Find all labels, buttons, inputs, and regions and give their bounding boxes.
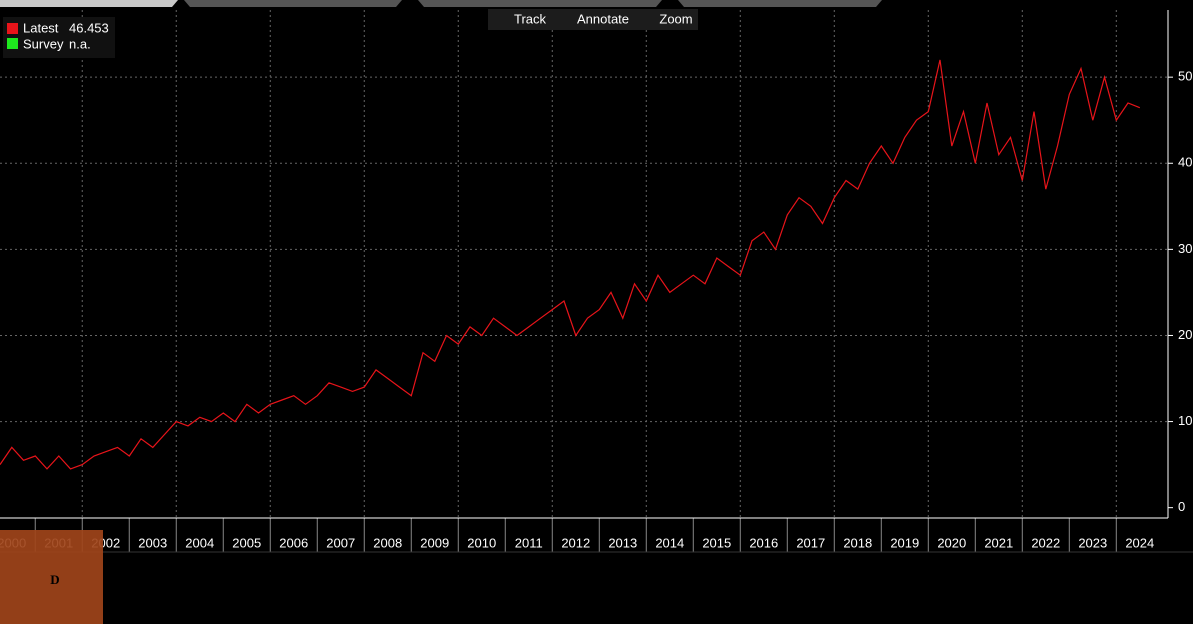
y-tick-label: 10 (1178, 413, 1192, 428)
x-tick-label: 2020 (937, 535, 966, 550)
legend-label: Latest (23, 20, 59, 35)
y-tick-label: 30 (1178, 241, 1192, 256)
x-tick-label: 2004 (185, 535, 214, 550)
legend-value: n.a. (69, 36, 91, 51)
x-tick-label: 2010 (467, 535, 496, 550)
tab[interactable] (418, 0, 662, 7)
x-tick-label: 2005 (232, 535, 261, 550)
logo: D (50, 572, 59, 587)
toolbar (488, 9, 698, 30)
y-tick-label: 40 (1178, 155, 1192, 170)
x-tick-label: 2003 (138, 535, 167, 550)
x-tick-label: 2014 (655, 535, 684, 550)
tab[interactable] (678, 0, 882, 7)
y-tick-label: 0 (1178, 499, 1185, 514)
x-tick-label: 2015 (702, 535, 731, 550)
toolbar-button[interactable]: Track (514, 11, 547, 26)
legend (3, 17, 115, 58)
x-tick-label: 2016 (749, 535, 778, 550)
x-tick-label: 2011 (515, 535, 543, 550)
x-tick-label: 2019 (890, 535, 919, 550)
x-tick-label: 2018 (843, 535, 872, 550)
toolbar-button[interactable]: Annotate (577, 11, 629, 26)
tab[interactable] (0, 0, 178, 7)
plot-area: 0102030405020002001200220032004200520062… (0, 10, 1193, 553)
x-tick-label: 2023 (1078, 535, 1107, 550)
x-tick-label: 2008 (373, 535, 402, 550)
legend-swatch (7, 23, 18, 34)
x-tick-label: 2024 (1125, 535, 1154, 550)
x-tick-label: 2012 (561, 535, 590, 550)
tab[interactable] (184, 0, 402, 7)
legend-value: 46.453 (69, 20, 109, 35)
legend-label: Survey (23, 36, 64, 51)
x-tick-label: 2006 (279, 535, 308, 550)
x-tick-label: 2009 (420, 535, 449, 550)
x-tick-label: 2007 (326, 535, 355, 550)
x-tick-label: 2022 (1031, 535, 1060, 550)
toolbar-button[interactable]: Zoom (659, 11, 692, 26)
logo-box (0, 530, 103, 624)
y-tick-label: 50 (1178, 69, 1192, 84)
x-tick-label: 2021 (984, 535, 1013, 550)
data-line (0, 59, 1141, 470)
legend-swatch (7, 38, 18, 49)
y-tick-label: 20 (1178, 327, 1192, 342)
tabs (0, 0, 882, 7)
x-tick-label: 2013 (608, 535, 637, 550)
x-axis-band (0, 520, 1168, 552)
x-tick-label: 2017 (796, 535, 825, 550)
